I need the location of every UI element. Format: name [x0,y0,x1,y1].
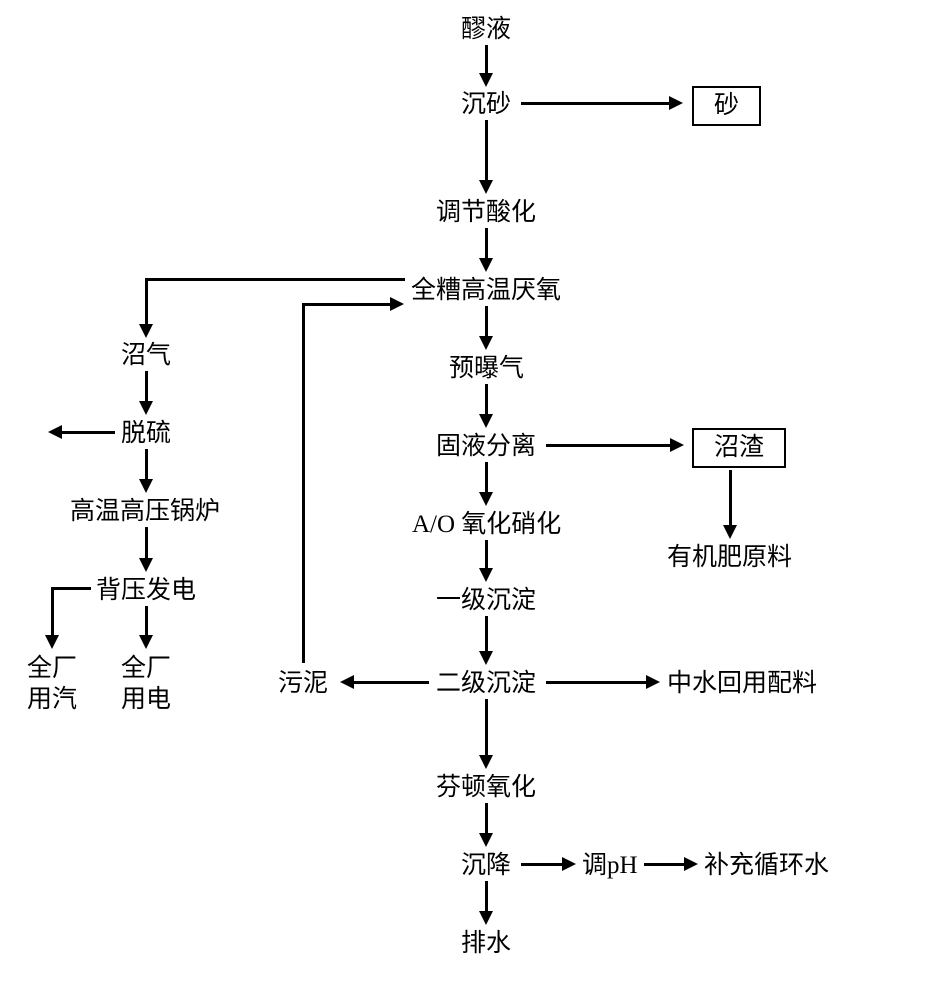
edge [485,462,488,494]
edge [485,384,488,416]
edge [485,306,488,338]
node-boiler: 高温高压锅炉 [70,497,220,527]
node-circ-water: 补充循环水 [704,851,829,881]
node-residue-box: 沼渣 [692,428,786,468]
node-sand-box: 砂 [692,86,761,126]
arrowhead-right-icon [390,297,404,311]
arrowhead-down-icon [479,258,493,272]
arrowhead-down-icon [139,558,153,572]
node-drainage: 排水 [461,929,511,959]
edge [485,881,488,913]
edge [485,540,488,570]
arrowhead-left-icon [48,425,62,439]
edge [485,699,488,757]
edge [302,303,392,306]
edge [302,303,305,663]
arrowhead-down-icon [45,635,59,649]
arrowhead-down-icon [479,568,493,582]
arrowhead-down-icon [723,525,737,539]
arrowhead-right-icon [669,96,683,110]
arrowhead-down-icon [479,180,493,194]
node-plant-electric: 全厂用电 [121,653,171,716]
arrowhead-down-icon [139,635,153,649]
node-ao-oxidation: A/O 氧化硝化 [412,510,561,540]
node-biogas: 沼气 [121,341,171,371]
edge [60,431,115,434]
edge [145,278,148,326]
edge [485,228,488,260]
arrowhead-down-icon [479,755,493,769]
node-solid-liquid: 固液分离 [436,432,536,462]
edge [145,278,405,281]
arrowhead-right-icon [562,857,576,871]
arrowhead-right-icon [670,438,684,452]
edge [521,102,671,105]
arrowhead-down-icon [479,911,493,925]
edge [485,120,488,182]
edge [352,681,429,684]
edge [145,527,148,560]
arrowhead-left-icon [340,675,354,689]
edge [729,470,732,527]
node-sludge: 污泥 [278,669,328,699]
node-primary-sed: 一级沉淀 [436,586,536,616]
node-mash-liquid: 醪液 [461,15,511,45]
edge [485,803,488,835]
node-plant-steam: 全厂用汽 [27,653,77,716]
arrowhead-down-icon [479,492,493,506]
arrowhead-down-icon [479,73,493,87]
arrowhead-right-icon [684,857,698,871]
edge [644,863,686,866]
edge [145,449,148,481]
arrowhead-right-icon [646,675,660,689]
arrowhead-down-icon [479,833,493,847]
node-settling: 沉降 [461,851,511,881]
arrowhead-down-icon [139,324,153,338]
edge [546,444,672,447]
node-acidification: 调节酸化 [436,198,536,228]
node-pre-aeration: 预曝气 [449,354,524,384]
node-sand-settling: 沉砂 [461,90,511,120]
edge [145,606,148,637]
arrowhead-down-icon [139,401,153,415]
arrowhead-down-icon [479,336,493,350]
edge [521,863,564,866]
edge [145,371,148,403]
node-anaerobic: 全糟高温厌氧 [411,276,561,306]
node-fertilizer: 有机肥原料 [667,543,792,573]
node-water-reuse: 中水回用配料 [667,669,817,699]
node-desulfurization: 脱硫 [121,419,171,449]
edge [546,681,648,684]
node-secondary-sed: 二级沉淀 [436,669,536,699]
arrowhead-down-icon [479,414,493,428]
edge [485,616,488,653]
node-fenton: 芬顿氧化 [436,773,536,803]
edge [51,587,54,637]
arrowhead-down-icon [139,479,153,493]
edge [485,45,488,75]
node-power-gen: 背压发电 [96,576,196,606]
arrowhead-down-icon [479,651,493,665]
edge [51,587,91,590]
node-ph-adjust: 调pH [582,851,638,881]
